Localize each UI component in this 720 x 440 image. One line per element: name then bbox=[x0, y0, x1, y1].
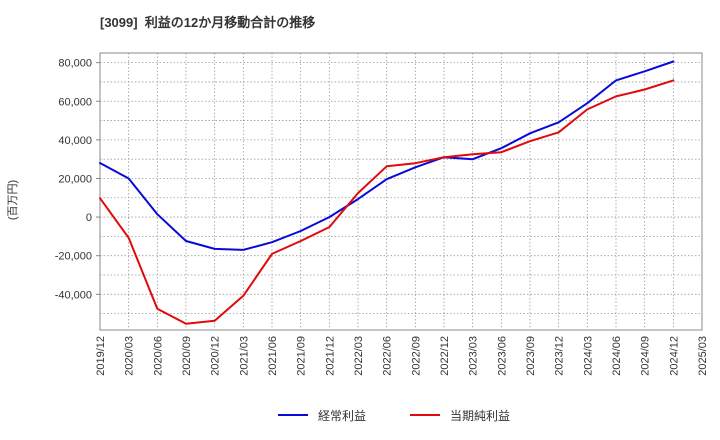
x-tick-label: 2021/06 bbox=[267, 336, 279, 376]
x-tick-label: 2022/06 bbox=[382, 336, 394, 376]
y-axis-label: (百万円) bbox=[7, 180, 19, 220]
series-line-net bbox=[99, 79, 675, 325]
y-tick-label: 40,000 bbox=[58, 135, 92, 147]
y-tick-label: 80,000 bbox=[58, 58, 92, 70]
legend-label-keijo: 経常利益 bbox=[318, 409, 366, 423]
x-tick-label: 2022/12 bbox=[439, 336, 451, 376]
x-tick-label: 2023/09 bbox=[525, 336, 537, 376]
x-tick-label: 2020/12 bbox=[210, 336, 222, 376]
x-tick-label: 2020/03 bbox=[124, 336, 136, 376]
x-tick-label: 2024/12 bbox=[668, 336, 680, 376]
x-tick-label: 2024/09 bbox=[640, 336, 652, 376]
y-tick-label: -40,000 bbox=[55, 289, 92, 301]
x-tick-label: 2024/03 bbox=[582, 336, 594, 376]
x-tick-label: 2019/12 bbox=[95, 336, 107, 376]
x-tick-label: 2022/09 bbox=[410, 336, 422, 376]
y-tick-label: -20,000 bbox=[55, 251, 92, 263]
legend-label-net: 当期純利益 bbox=[450, 409, 510, 423]
x-tick-label: 2024/06 bbox=[611, 336, 623, 376]
legend: 経常利益 当期純利益 bbox=[278, 409, 510, 423]
x-axis-ticks: 2019/12 2020/03 2020/06 2020/09 2020/12 2021/… bbox=[95, 336, 709, 376]
x-tick-label: 2021/03 bbox=[238, 336, 250, 376]
series-line-keijo bbox=[99, 60, 675, 251]
x-tick-label: 2020/09 bbox=[181, 336, 193, 376]
x-tick-label: 2023/12 bbox=[554, 336, 566, 376]
grid-layer bbox=[100, 53, 702, 330]
y-tick-label: 60,000 bbox=[58, 96, 92, 108]
plot-frame bbox=[99, 52, 703, 331]
y-axis-ticks: -40,000 -20,000 0 20,000 40,000 60,000 80,000 bbox=[55, 58, 100, 301]
x-tick-label: 2021/09 bbox=[296, 336, 308, 376]
x-tick-label: 2020/06 bbox=[152, 336, 164, 376]
x-tick-label: 2021/12 bbox=[324, 336, 336, 376]
y-tick-label: 0 bbox=[86, 212, 92, 224]
series-layer bbox=[99, 60, 675, 325]
x-tick-label: 2025/03 bbox=[697, 336, 709, 376]
y-tick-label: 20,000 bbox=[58, 173, 92, 185]
x-tick-label: 2022/03 bbox=[353, 336, 365, 376]
chart-title: [3099] 利益の12か月移動合計の推移 bbox=[100, 15, 315, 30]
x-tick-label: 2023/06 bbox=[496, 336, 508, 376]
x-tick-label: 2023/03 bbox=[468, 336, 480, 376]
